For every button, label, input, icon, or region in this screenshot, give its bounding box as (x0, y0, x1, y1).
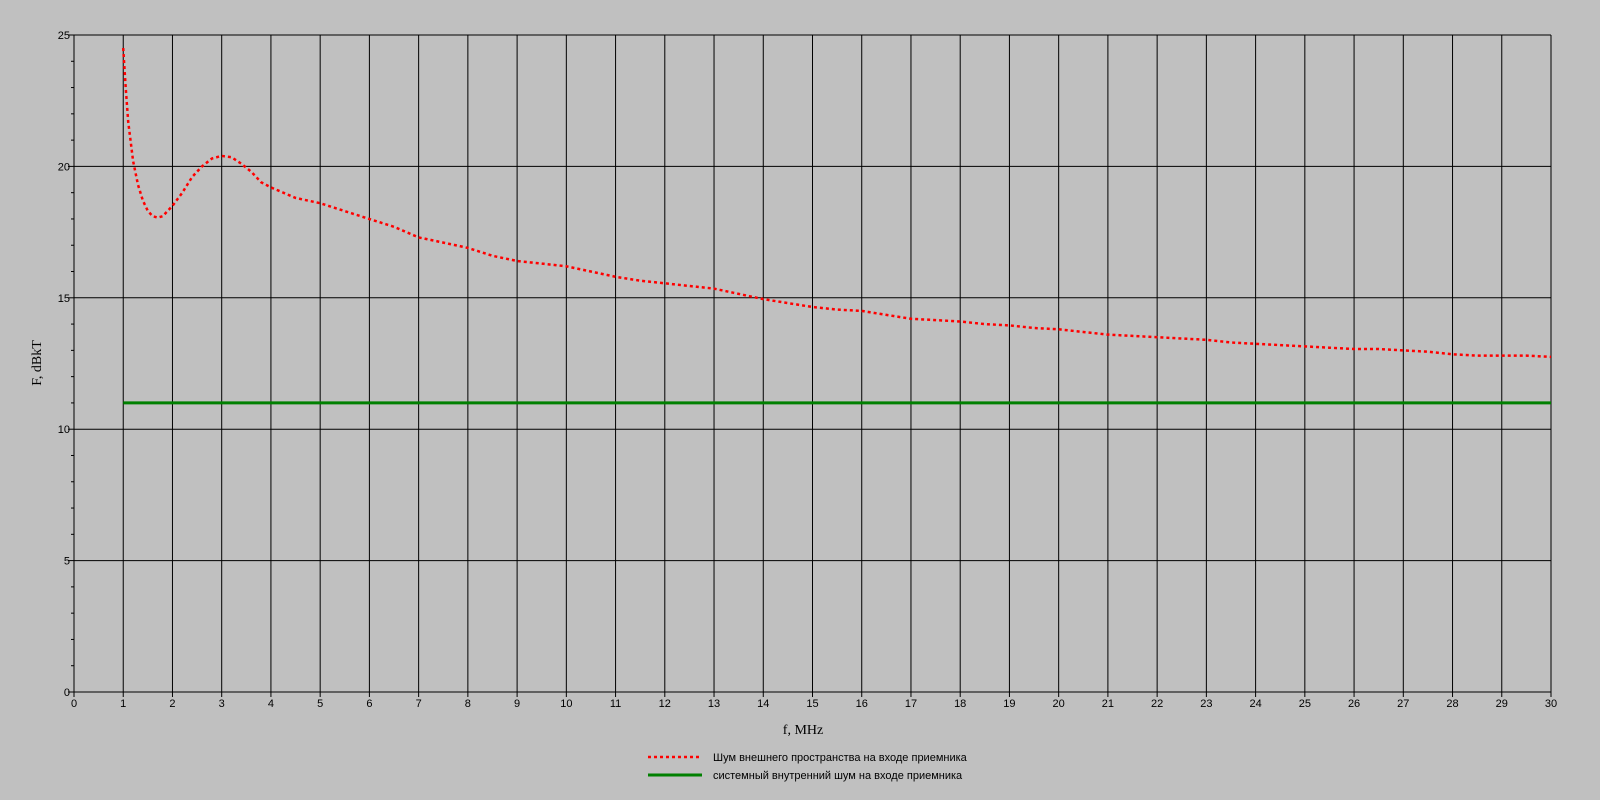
x-tick-label: 17 (905, 698, 917, 710)
axes (73, 35, 1551, 693)
legend: Шум внешнего пространства на входе прием… (648, 752, 968, 782)
y-tick-label: 5 (64, 556, 70, 568)
y-tick-labels: 0 5 10 15 20 25 (58, 30, 70, 699)
x-tick-label: 25 (1299, 698, 1311, 710)
x-tick-label: 0 (71, 698, 77, 710)
x-tick-label: 11 (610, 698, 621, 710)
x-tick-label: 12 (659, 698, 671, 710)
x-tick-label: 5 (317, 698, 323, 710)
x-tick-label: 29 (1496, 698, 1508, 710)
legend-label-internal-noise: системный внутренний шум на входе приемн… (713, 770, 963, 782)
x-tick-label: 15 (806, 698, 818, 710)
x-tick-label: 9 (514, 698, 520, 710)
x-tick-label: 21 (1102, 698, 1114, 710)
x-tick-label: 23 (1200, 698, 1212, 710)
x-tick-label: 8 (465, 698, 471, 710)
x-tick-label: 7 (416, 698, 422, 710)
y-axis-title: F, dBkT (30, 340, 45, 386)
x-tick-label: 26 (1348, 698, 1360, 710)
x-tick-label: 10 (560, 698, 572, 710)
minor-ticks (68, 34, 1552, 697)
y-tick-label: 0 (64, 687, 70, 699)
y-tick-label: 15 (58, 293, 70, 305)
x-axis-title: f, MHz (783, 723, 823, 738)
y-tick-label: 10 (58, 424, 70, 436)
x-tick-label: 16 (856, 698, 868, 710)
series-layer (121, 48, 1552, 405)
x-tick-label: 24 (1249, 698, 1261, 710)
x-tick-label: 30 (1545, 698, 1557, 710)
x-tick-labels: 0 1 2 3 4 5 6 7 8 9 10 11 12 13 14 15 16 17 18 19 20 21 22 23 24… (71, 698, 1557, 710)
x-tick-label: 4 (268, 698, 274, 710)
x-tick-label: 14 (757, 698, 769, 710)
x-tick-label: 2 (169, 698, 175, 710)
x-tick-label: 27 (1397, 698, 1409, 710)
grid (74, 34, 1552, 692)
x-tick-label: 20 (1053, 698, 1065, 710)
x-tick-label: 28 (1446, 698, 1458, 710)
x-tick-label: 3 (219, 698, 225, 710)
x-tick-label: 13 (708, 698, 720, 710)
x-tick-label: 19 (1003, 698, 1015, 710)
series-line-0 (121, 48, 1552, 359)
y-tick-label: 20 (58, 161, 70, 173)
x-tick-label: 1 (120, 698, 126, 710)
x-tick-label: 6 (366, 698, 372, 710)
x-tick-label: 22 (1151, 698, 1163, 710)
x-tick-label: 18 (954, 698, 966, 710)
y-tick-label: 25 (58, 30, 70, 42)
legend-label-external-noise: Шум внешнего пространства на входе прием… (713, 752, 968, 764)
